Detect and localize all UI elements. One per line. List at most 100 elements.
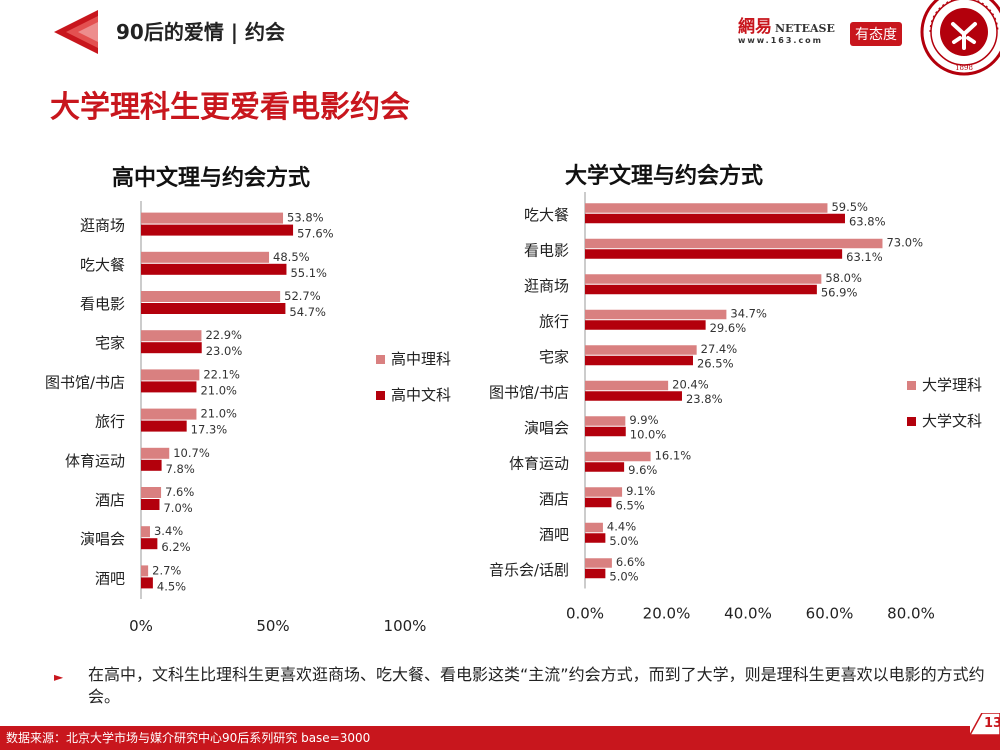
bar (141, 499, 160, 510)
category-label: 体育运动 (65, 452, 125, 470)
data-label: 55.1% (290, 266, 327, 280)
legend-swatch (907, 381, 916, 390)
header-arrow-icon (54, 10, 98, 54)
footer-bar: 数据来源：北京大学市场与媒介研究中心90后系列研究 base=3000 (0, 726, 1000, 750)
bar (585, 309, 727, 320)
data-label: 5.0% (609, 534, 638, 548)
category-label: 图书馆/书店 (45, 373, 125, 391)
bar (585, 238, 883, 249)
bar (585, 203, 828, 213)
category-label: 酒吧 (95, 569, 125, 587)
category-label: 吃大餐 (524, 206, 569, 224)
data-label: 9.6% (628, 463, 657, 477)
bar (585, 487, 623, 497)
page-number: 13 (970, 713, 1000, 735)
category-label: 看电影 (80, 295, 125, 313)
bar (585, 451, 651, 462)
legend-label: 大学文科 (922, 412, 982, 430)
data-label: 20.4% (672, 377, 709, 391)
x-tick-label: 0.0% (566, 605, 604, 623)
data-label: 10.7% (173, 446, 210, 460)
data-label: 23.0% (206, 344, 243, 358)
bar (585, 355, 693, 366)
x-tick-label: 60.0% (806, 605, 854, 623)
bar (141, 381, 197, 393)
bar (141, 420, 187, 432)
data-label: 5.0% (609, 569, 638, 583)
category-label: 吃大餐 (80, 256, 125, 274)
bar (141, 342, 202, 354)
bar (141, 330, 202, 342)
data-label: 10.0% (630, 427, 667, 441)
bar (141, 538, 158, 550)
legend-swatch (907, 417, 916, 426)
bar (141, 459, 162, 471)
data-label: 7.8% (166, 462, 195, 476)
chart1-title: 高中文理与约会方式 (112, 166, 311, 191)
data-label: 3.4% (154, 524, 183, 538)
data-label: 27.4% (701, 342, 738, 356)
netease-logo: 網易 NETEASE www.163.com (738, 12, 846, 48)
legend-label: 高中理科 (391, 350, 451, 368)
bar (141, 577, 153, 589)
data-label: 56.9% (821, 285, 858, 299)
legend-label: 高中文科 (391, 386, 451, 404)
data-label: 22.9% (205, 328, 242, 342)
data-label: 7.6% (165, 485, 194, 499)
category-label: 演唱会 (524, 419, 569, 437)
bar (585, 558, 612, 568)
x-tick-label: 40.0% (724, 605, 772, 623)
section-title: 90后的爱情 | 约会 (116, 20, 286, 44)
data-label: 9.9% (629, 413, 658, 427)
bar (585, 533, 606, 543)
data-label: 52.7% (284, 289, 321, 303)
category-label: 宅家 (539, 348, 569, 366)
category-label: 音乐会/话剧 (489, 561, 569, 579)
data-label: 2.7% (152, 563, 181, 577)
data-label: 21.0% (200, 407, 237, 421)
bar (585, 391, 682, 401)
data-label: 9.1% (626, 484, 655, 498)
netease-logo-en: NETEASE (775, 22, 835, 35)
data-label: 57.6% (297, 227, 334, 241)
chart1-plot: 逛商场 53.8% 57.6% 吃大餐 48.5% 55.1% 看电影 52.7% 54.7% 宅… (45, 201, 451, 635)
bar (141, 212, 284, 224)
bar (141, 291, 281, 302)
data-label: 4.4% (607, 519, 636, 533)
data-label: 48.5% (273, 250, 310, 264)
x-tick-label: 80.0% (887, 605, 935, 623)
data-label: 4.5% (157, 579, 186, 593)
bar (141, 263, 287, 275)
x-tick-label: 50% (256, 617, 289, 635)
netease-logo-cn: 網易 (738, 17, 772, 37)
bar (141, 408, 197, 420)
data-label: 7.0% (163, 501, 192, 515)
svg-text:1898: 1898 (955, 64, 973, 72)
category-label: 旅行 (95, 413, 125, 431)
data-label: 6.2% (161, 540, 190, 554)
bar (141, 251, 270, 263)
data-label: 34.7% (730, 306, 767, 320)
category-label: 体育运动 (509, 454, 569, 472)
data-label: 29.6% (710, 321, 747, 335)
data-label: 6.6% (616, 555, 645, 569)
bar (585, 274, 822, 284)
bar (141, 369, 200, 381)
bar (585, 522, 603, 533)
category-label: 旅行 (539, 312, 569, 330)
bar (141, 303, 286, 314)
bar (141, 565, 149, 577)
x-tick-label: 100% (384, 617, 427, 635)
data-label: 53.8% (287, 211, 324, 225)
data-label: 16.1% (655, 448, 692, 462)
category-label: 酒吧 (539, 525, 569, 543)
data-label: 22.1% (203, 367, 240, 381)
bar (585, 416, 626, 426)
data-label: 6.5% (615, 498, 644, 512)
category-label: 看电影 (524, 241, 569, 259)
peking-university-seal-icon: 1898 (920, 0, 1000, 76)
chart2-plot: 吃大餐 59.5%63.8% 看电影 73.0%63.1% 逛商场 58.0%56.9% 旅… (489, 192, 982, 623)
bar (141, 487, 162, 498)
bar (585, 462, 625, 472)
bar (585, 345, 697, 355)
